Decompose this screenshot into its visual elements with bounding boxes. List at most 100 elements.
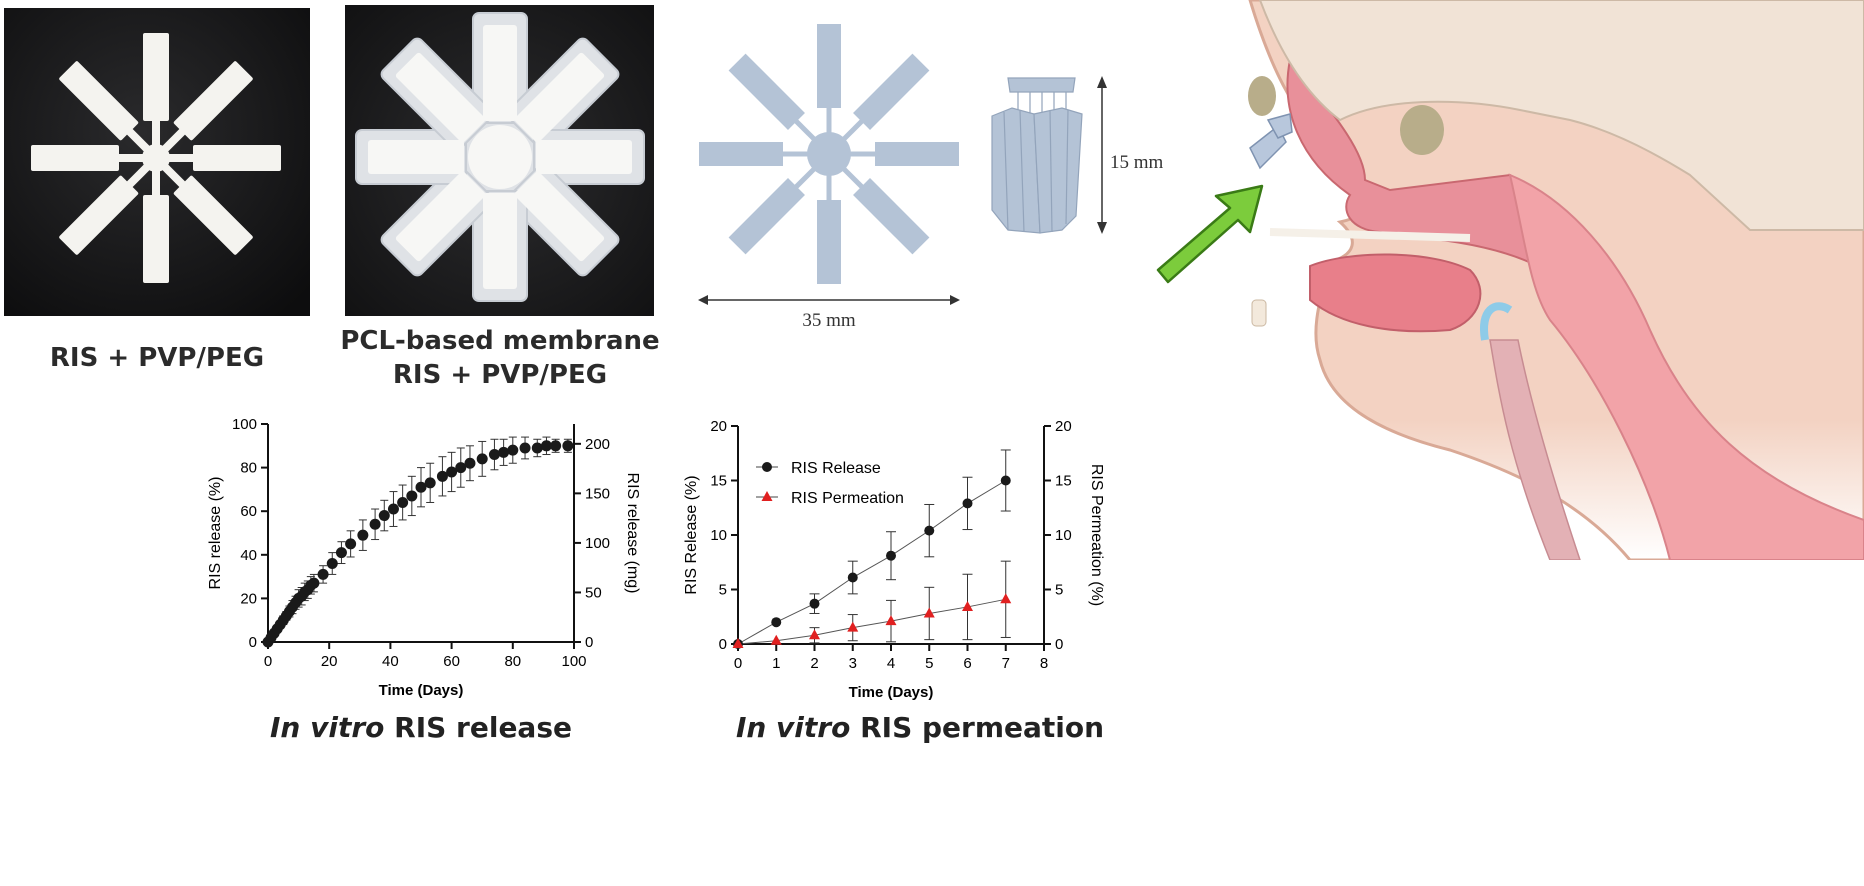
chart2-y2-tick-label: 5 — [1055, 582, 1063, 599]
chart2-y-tick-label: 15 — [710, 473, 727, 490]
chart1-point — [345, 538, 357, 550]
chart1-y-tick-label: 80 — [240, 460, 257, 477]
chart1-point — [397, 496, 409, 508]
chart1-point — [540, 440, 552, 452]
chart2-y-tick-label: 0 — [719, 636, 727, 653]
epiglottis — [1480, 302, 1513, 341]
chart1-title-italic: In vitro — [270, 711, 385, 744]
chart1-point — [378, 510, 390, 522]
cylinder-schematic — [991, 77, 1083, 234]
chart2-y-tick-label: 20 — [710, 418, 727, 435]
chart1-point — [415, 481, 427, 493]
photo-pcl-membrane — [345, 5, 654, 316]
chart1-y2-label: RIS release (mg) — [624, 473, 641, 594]
chart1-y-tick-label: 100 — [232, 416, 257, 433]
chart2-x-tick-label: 5 — [925, 655, 933, 672]
chart2-legend: RIS Release RIS Permeation — [756, 460, 904, 507]
chart1-point — [369, 518, 381, 530]
chart1-point — [436, 470, 448, 482]
chart2-title-italic: In vitro — [735, 711, 851, 744]
chart2-permeation-point — [809, 629, 820, 640]
chart1-y-tick-label: 0 — [249, 634, 257, 651]
chart1-y-tick-label: 20 — [240, 590, 257, 607]
chart1-point — [406, 490, 418, 502]
chart1-y-label: RIS release (%) — [207, 477, 224, 590]
photo2-caption-line2: RIS + PVP/PEG — [392, 360, 608, 390]
chart1-y-tick-label: 40 — [240, 547, 257, 564]
chart2-y-label: RIS Release (%) — [683, 475, 700, 594]
chart2-y2-tick-label: 10 — [1055, 527, 1072, 544]
star-schematic — [699, 24, 959, 284]
chart1-point — [308, 577, 320, 589]
chart1-y2-tick-label: 50 — [585, 584, 602, 601]
chart2-x-tick-label: 3 — [849, 655, 857, 672]
skull-bone — [1258, 0, 1864, 231]
chart2-title-rest: RIS permeation — [850, 711, 1105, 744]
height-dimension: 15 mm — [1097, 76, 1164, 234]
chart1-y2-tick-label: 150 — [585, 485, 610, 502]
green-arrow — [1156, 184, 1264, 284]
width-dimension: 35 mm — [698, 295, 960, 331]
star-photo-1 — [4, 8, 310, 316]
chart1-axes — [267, 424, 575, 643]
nasal-cavity — [1286, 57, 1547, 272]
frontal-sinus — [1248, 76, 1276, 116]
chart-ris-release: 0 20 40 60 80 100 0 20 40 60 80 100 0 50 100 150 200 Tim… — [207, 416, 641, 699]
palate — [1269, 228, 1471, 242]
chart2-y2-tick-label: 15 — [1055, 473, 1072, 490]
chart2-permeation-point — [847, 621, 859, 632]
chart2-y-tick-label: 5 — [719, 582, 727, 599]
chart1-x-tick-label: 100 — [561, 653, 586, 670]
legend-release-marker — [762, 462, 772, 472]
chart1-point — [357, 529, 369, 541]
chart1-point — [519, 442, 531, 454]
chart1-y2-tick-label: 200 — [585, 436, 610, 453]
chart2-permeation-point — [885, 615, 897, 626]
chart1-point — [387, 503, 399, 515]
device-schematic: 35 mm 15 mm — [690, 18, 1230, 338]
chart2-x-tick-label: 1 — [772, 655, 780, 672]
chart1-y2-tick-label: 100 — [585, 535, 610, 552]
chart2-release-point — [771, 617, 782, 628]
nasal-anatomy-illustration — [1150, 0, 1864, 562]
lower-teeth — [1251, 299, 1267, 327]
chart1-point — [464, 457, 476, 469]
tongue — [1309, 253, 1482, 333]
chart1-point — [424, 477, 436, 489]
chart2-release-point — [847, 572, 858, 583]
chart2-x-label: Time (Days) — [849, 684, 934, 701]
photo-ris-pvp-peg — [4, 8, 310, 316]
implant-in-nose — [1249, 113, 1293, 170]
chart1-title-rest: RIS release — [384, 711, 572, 744]
chart1-point — [550, 440, 562, 452]
chart2-series-line-0 — [737, 480, 1007, 645]
photo2-caption: PCL-based membrane RIS + PVP/PEG — [330, 324, 670, 392]
chart2-y2-label: RIS Permeation (%) — [1088, 464, 1105, 606]
chart1-x-label: Time (Days) — [379, 682, 464, 699]
chart1-point — [531, 442, 543, 454]
chart1-x-tick-label: 0 — [264, 653, 272, 670]
chart2-release-point — [809, 598, 820, 609]
chart1-y2-tick-label: 0 — [585, 634, 593, 651]
chart1-x-tick-label: 60 — [443, 653, 460, 670]
legend-permeation-marker — [761, 491, 773, 501]
width-label: 35 mm — [802, 310, 856, 331]
photo1-caption-text: RIS + PVP/PEG — [49, 343, 265, 373]
chart2-permeation-point — [962, 600, 973, 611]
chart2-series-line-1 — [737, 598, 1006, 645]
chart2-x-tick-label: 2 — [810, 655, 818, 672]
chart1-point — [498, 446, 510, 458]
legend-permeation-label: RIS Permeation — [791, 490, 904, 507]
chart1-point — [476, 453, 488, 465]
chart1-title: In vitro RIS release — [196, 711, 646, 744]
chart1-point — [562, 440, 574, 452]
chart2-y-tick-label: 10 — [710, 527, 727, 544]
chart2-x-tick-label: 4 — [887, 655, 895, 672]
chart2-x-tick-label: 6 — [963, 655, 971, 672]
chart2-permeation-point — [770, 634, 782, 645]
chart2-y2-tick-label: 0 — [1055, 636, 1063, 653]
chart2-y2-tick-label: 20 — [1055, 418, 1072, 435]
chart1-point — [335, 547, 347, 559]
chart2-x-tick-label: 8 — [1040, 655, 1048, 672]
